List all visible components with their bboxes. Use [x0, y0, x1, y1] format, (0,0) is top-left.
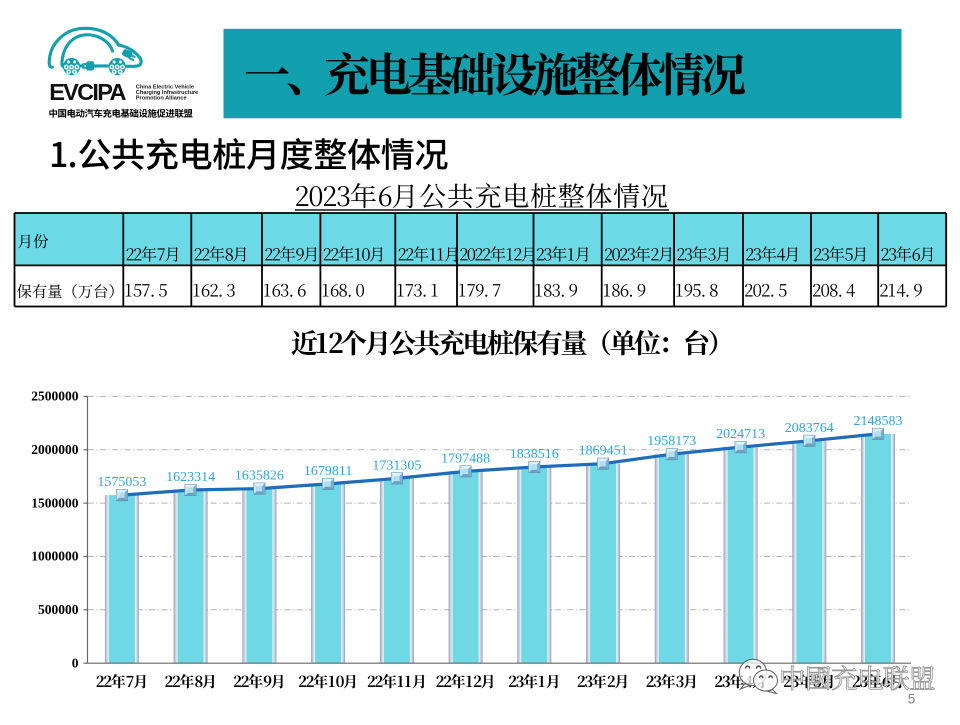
svg-text:0: 0 — [72, 655, 79, 670]
svg-text:500000: 500000 — [38, 602, 79, 617]
svg-text:China Electric Vehicle: China Electric Vehicle — [136, 85, 194, 91]
svg-text:1575053: 1575053 — [97, 475, 146, 490]
svg-text:1869451: 1869451 — [579, 444, 628, 459]
svg-text:2500000: 2500000 — [31, 389, 79, 404]
svg-text:Charging Infrastructure: Charging Infrastructure — [136, 90, 198, 96]
svg-text:2000000: 2000000 — [31, 442, 79, 457]
svg-text:5: 5 — [908, 692, 916, 707]
svg-text:Promotion Alliance: Promotion Alliance — [136, 95, 187, 101]
svg-text:2083764: 2083764 — [785, 421, 834, 436]
svg-text:EVCIPA: EVCIPA — [49, 79, 126, 105]
svg-text:1838516: 1838516 — [510, 447, 559, 462]
svg-text:2148583: 2148583 — [854, 414, 903, 429]
svg-text:1500000: 1500000 — [31, 495, 79, 510]
svg-text:1000000: 1000000 — [31, 549, 79, 564]
svg-text:1623314: 1623314 — [166, 470, 215, 485]
svg-text:1635826: 1635826 — [235, 469, 284, 484]
svg-text:1797488: 1797488 — [441, 451, 490, 466]
svg-text:1958173: 1958173 — [647, 434, 696, 449]
svg-text:1679811: 1679811 — [304, 464, 352, 479]
svg-text:1731305: 1731305 — [372, 458, 421, 473]
svg-text:2024713: 2024713 — [716, 427, 765, 442]
